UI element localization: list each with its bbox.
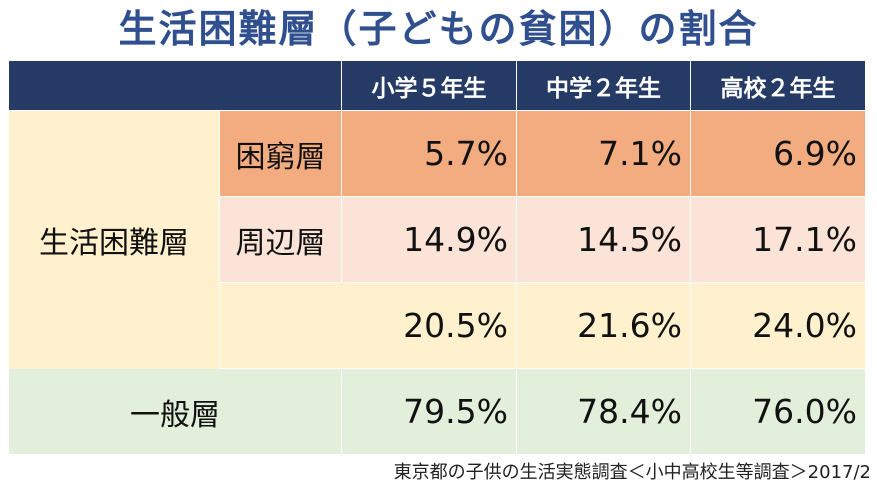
page-title: 生活困難層（子どもの貧困）の割合 (118, 7, 759, 51)
table-cell: 79.5% (342, 369, 517, 455)
table-cell: 20.5% (342, 283, 517, 369)
row-label-poverty: 困窮層 (220, 111, 342, 197)
table-cell: 5.7% (342, 111, 517, 197)
row-label-periphery: 周辺層 (220, 197, 342, 283)
table-cell: 21.6% (517, 283, 691, 369)
table-cell: 24.0% (691, 283, 866, 369)
table-cell: 76.0% (691, 369, 866, 455)
column-header-middle2: 中学２年生 (517, 61, 691, 111)
table-cell: 78.4% (517, 369, 691, 455)
table-cell: 6.9% (691, 111, 866, 197)
table-cell: 17.1% (691, 197, 866, 283)
poverty-table: 小学５年生 中学２年生 高校２年生 生活困難層 困窮層 5.7% 7.1% 6.… (9, 61, 866, 455)
column-header-elementary5: 小学５年生 (342, 61, 517, 111)
row-label-general: 一般層 (9, 369, 342, 455)
row-label-subtotal (220, 283, 342, 369)
column-header-high2: 高校２年生 (691, 61, 866, 111)
source-note: 東京都の子供の生活実態調査＜小中高校生等調査＞2017/2 (393, 462, 871, 483)
group-label-hardship: 生活困難層 (9, 111, 220, 369)
table-cell: 14.9% (342, 197, 517, 283)
header-corner (9, 61, 342, 111)
table-cell: 14.5% (517, 197, 691, 283)
table-cell: 7.1% (517, 111, 691, 197)
